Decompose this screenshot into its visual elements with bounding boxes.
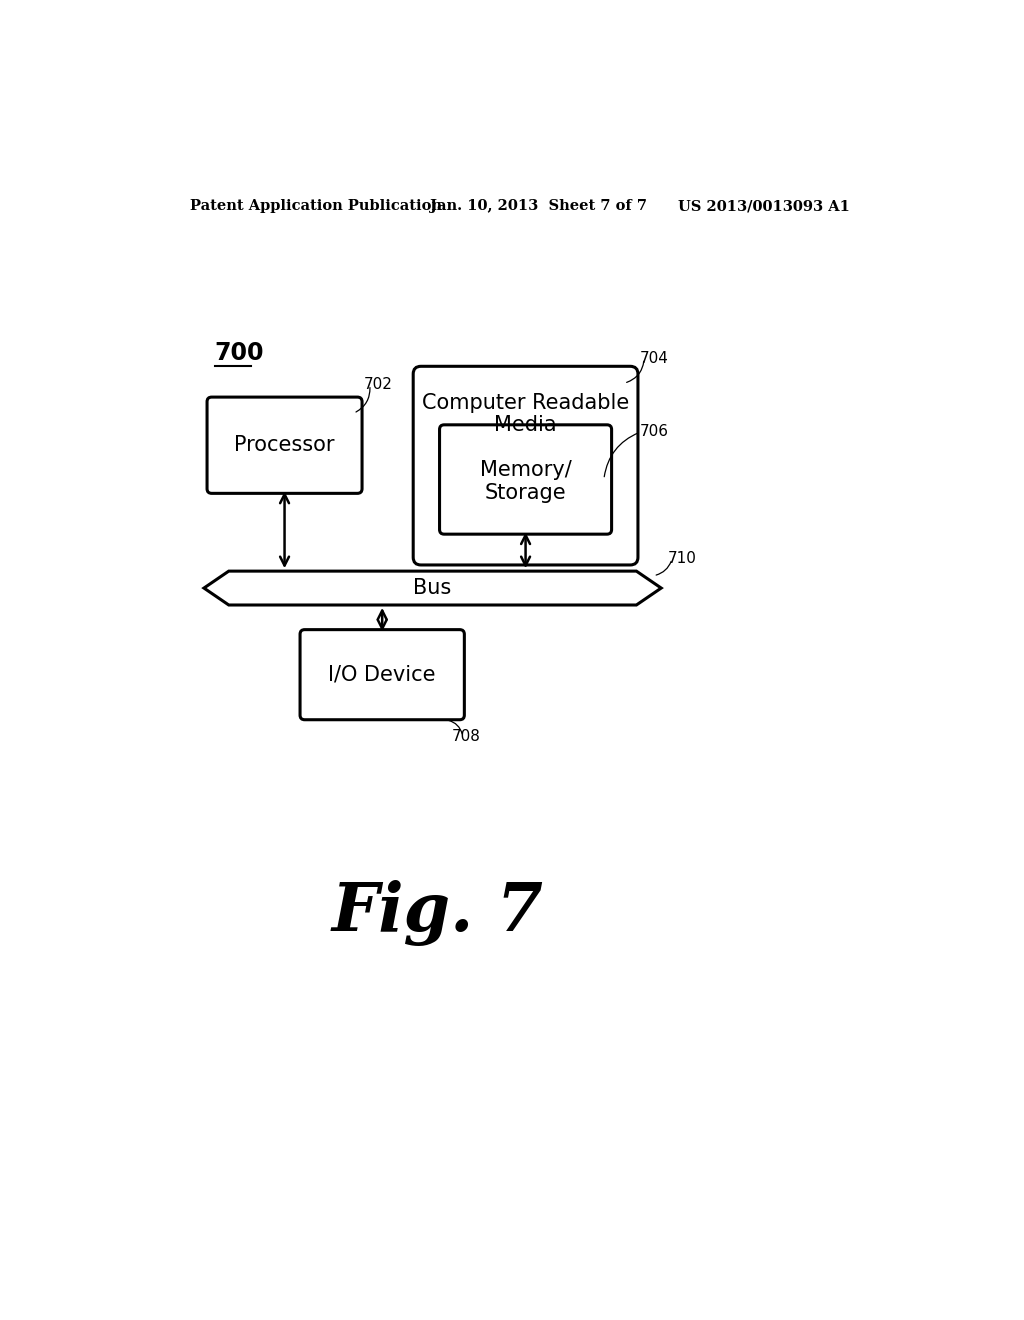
Text: Patent Application Publication: Patent Application Publication bbox=[190, 199, 442, 213]
Text: I/O Device: I/O Device bbox=[329, 665, 436, 685]
Text: 704: 704 bbox=[640, 351, 669, 366]
Polygon shape bbox=[204, 572, 662, 605]
Text: Jan. 10, 2013  Sheet 7 of 7: Jan. 10, 2013 Sheet 7 of 7 bbox=[430, 199, 647, 213]
FancyBboxPatch shape bbox=[207, 397, 362, 494]
Text: 702: 702 bbox=[364, 378, 392, 392]
Text: Memory/: Memory/ bbox=[479, 461, 571, 480]
Text: Media: Media bbox=[495, 414, 557, 434]
Text: Bus: Bus bbox=[414, 578, 452, 598]
Text: 706: 706 bbox=[640, 424, 669, 440]
FancyBboxPatch shape bbox=[439, 425, 611, 535]
Text: Computer Readable: Computer Readable bbox=[422, 393, 629, 413]
Text: Fig. 7: Fig. 7 bbox=[332, 880, 544, 946]
FancyBboxPatch shape bbox=[300, 630, 464, 719]
Text: 710: 710 bbox=[668, 552, 696, 566]
FancyBboxPatch shape bbox=[414, 367, 638, 565]
Text: 708: 708 bbox=[452, 729, 481, 744]
Text: Storage: Storage bbox=[484, 483, 566, 503]
Text: 700: 700 bbox=[215, 341, 264, 364]
Text: US 2013/0013093 A1: US 2013/0013093 A1 bbox=[678, 199, 850, 213]
Text: Processor: Processor bbox=[234, 436, 335, 455]
